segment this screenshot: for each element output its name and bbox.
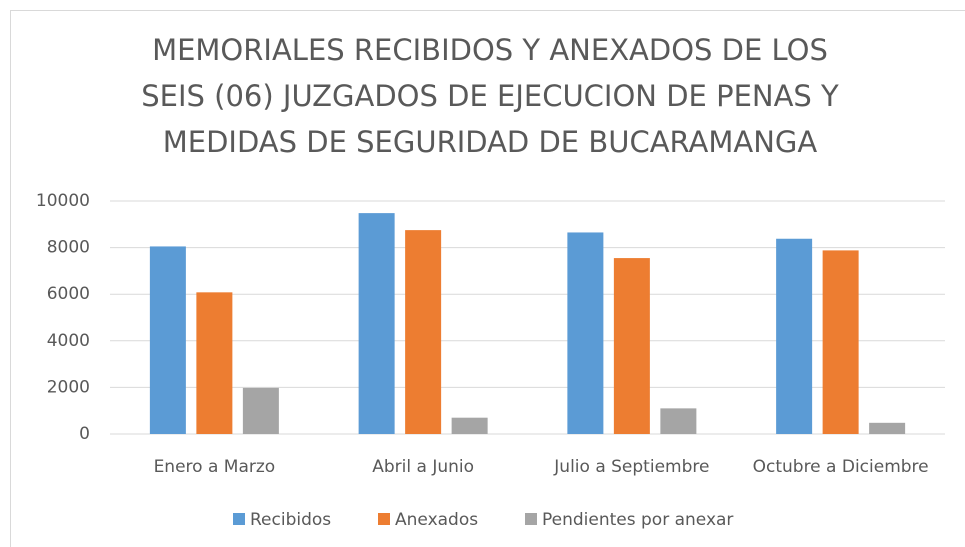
y-tick-label: 10000	[36, 191, 90, 211]
legend-label: Pendientes por anexar	[542, 510, 733, 530]
legend-label: Recibidos	[250, 510, 331, 530]
x-tick-label: Abril a Junio	[372, 457, 474, 477]
bar	[613, 258, 650, 434]
chart-title: MEMORIALES RECIBIDOS Y ANEXADOS DE LOS	[152, 33, 828, 67]
bar	[660, 408, 697, 434]
bar	[149, 246, 186, 434]
legend-label: Anexados	[395, 510, 478, 530]
x-tick-label: Julio a Septiembre	[553, 457, 709, 477]
chart-title: SEIS (06) JUZGADOS DE EJECUCION DE PENAS…	[141, 79, 839, 113]
bar	[358, 213, 395, 434]
bar	[869, 422, 906, 434]
bar	[242, 387, 279, 434]
y-tick-label: 6000	[47, 284, 90, 304]
bar	[196, 292, 233, 434]
y-tick-label: 8000	[47, 238, 90, 258]
y-tick-label: 2000	[47, 377, 90, 397]
legend-swatch	[233, 513, 245, 525]
bar	[822, 250, 859, 434]
y-tick-label: 0	[79, 424, 90, 444]
x-tick-label: Enero a Marzo	[154, 457, 276, 477]
y-tick-label: 4000	[47, 331, 90, 351]
bar	[451, 417, 488, 434]
chart-title: MEDIDAS DE SEGURIDAD DE BUCARAMANGA	[163, 125, 818, 159]
bar	[776, 238, 813, 434]
bar	[567, 232, 604, 434]
x-tick-label: Octubre a Diciembre	[753, 457, 929, 477]
bar	[405, 230, 442, 434]
legend-swatch	[525, 513, 537, 525]
legend-swatch	[378, 513, 390, 525]
